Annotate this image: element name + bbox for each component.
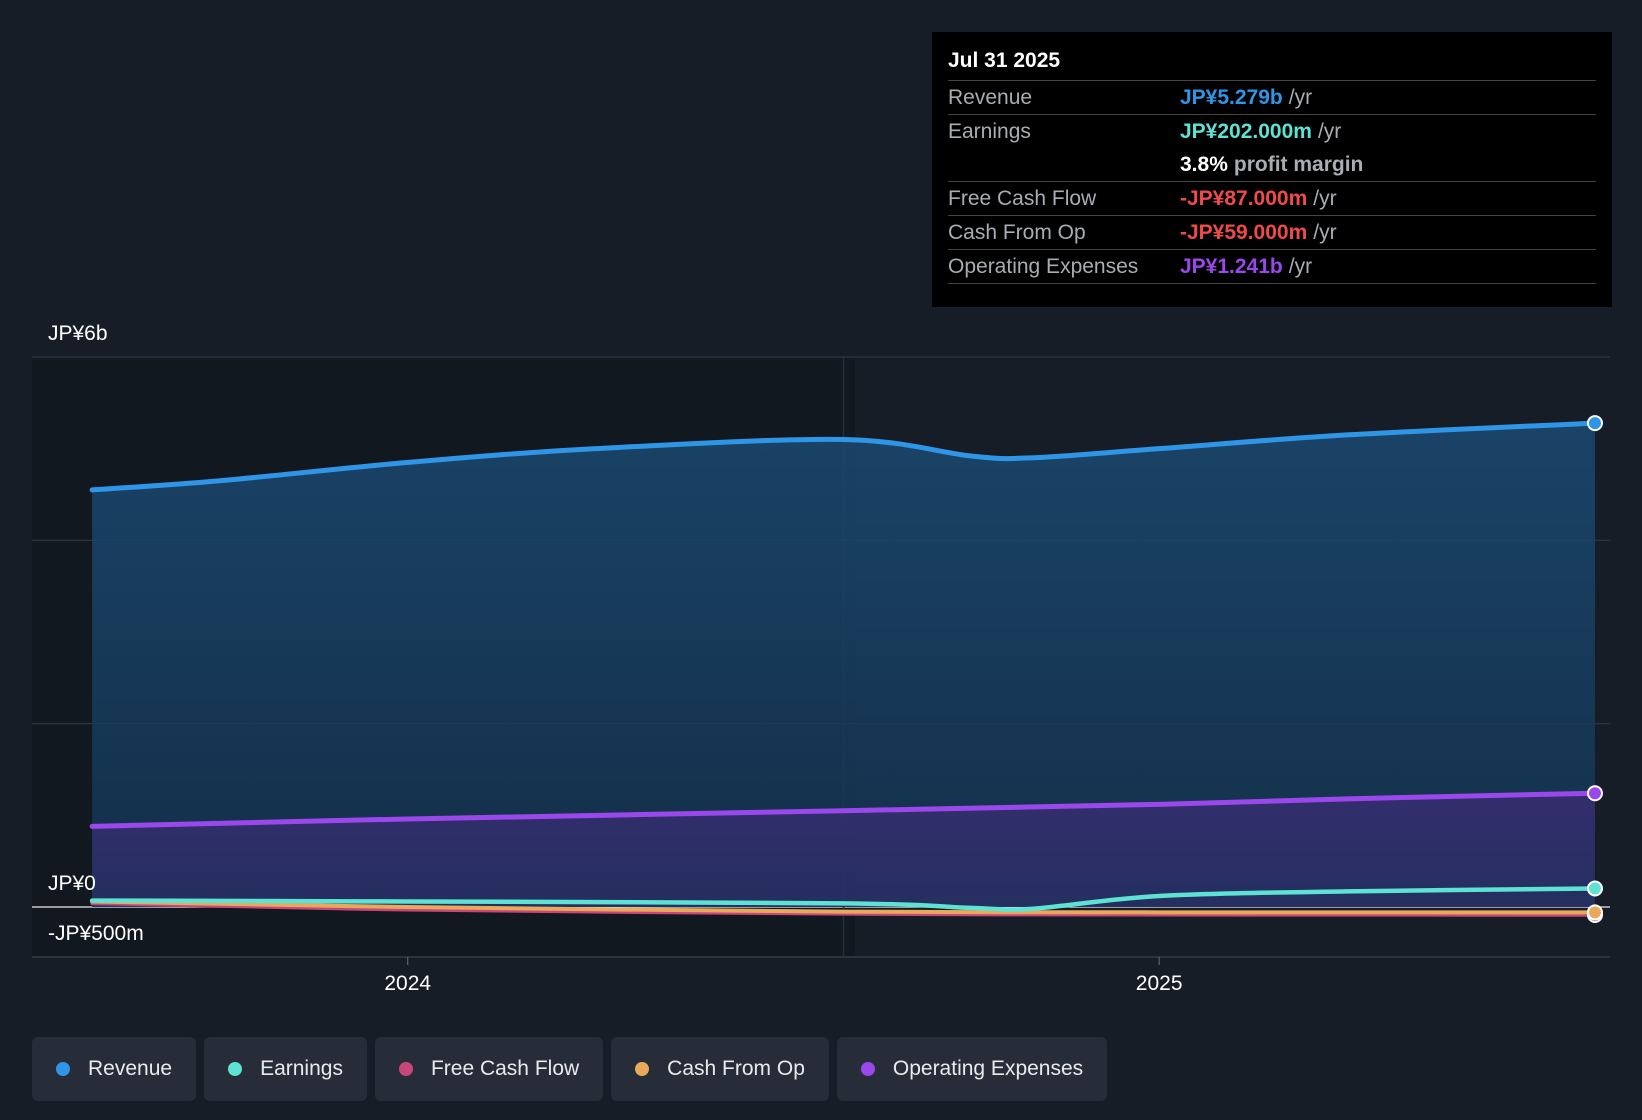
tooltip-value-revenue: JP¥5.279b (1180, 86, 1283, 109)
revenue-line (89, 420, 1598, 493)
tooltip-value-operating-expenses: JP¥1.241b (1180, 255, 1283, 278)
tooltip-label: Free Cash Flow (948, 187, 1097, 210)
revenue-dot-icon (56, 1062, 70, 1076)
legend-item-cash-from-op[interactable]: Cash From Op (611, 1037, 829, 1101)
cash-from-op-end-point (1586, 904, 1603, 921)
tooltip-label: Operating Expenses (948, 255, 1139, 278)
revenue-end-point (1586, 415, 1603, 432)
tooltip-value-earnings: JP¥202.000m (1180, 120, 1312, 143)
legend-item-free-cash-flow[interactable]: Free Cash Flow (374, 1037, 604, 1101)
tooltip-value-free-cash-flow: -JP¥87.000m (1180, 187, 1308, 210)
tooltip: Jul 31 2025 Revenue JP¥5.279b /yr Earnin… (932, 32, 1612, 307)
series-lines (89, 420, 1598, 917)
legend-item-earnings[interactable]: Earnings (204, 1037, 367, 1101)
legend-label: Free Cash Flow (430, 1057, 580, 1080)
tooltip-row-free-cash-flow: Free Cash Flow -JP¥87.000m /yr (948, 182, 1596, 216)
legend-item-operating-expenses[interactable]: Operating Expenses (836, 1037, 1108, 1101)
tooltip-row-revenue: Revenue JP¥5.279b /yr (948, 81, 1596, 115)
tooltip-row-operating-expenses: Operating Expenses JP¥1.241b /yr (948, 250, 1596, 284)
legend-label: Cash From Op (667, 1057, 805, 1080)
free-cash-flow-dot-icon (398, 1062, 413, 1076)
operating-expenses-end-point (1586, 785, 1603, 802)
tooltip-row-earnings: Earnings JP¥202.000m /yr (948, 115, 1596, 148)
tooltip-row-cash-from-op: Cash From Op -JP¥59.000m /yr (948, 216, 1596, 250)
operating-expenses-dot-icon (860, 1062, 875, 1076)
legend-label: Operating Expenses (892, 1057, 1084, 1080)
legend: Revenue Earnings Free Cash Flow Cash Fro… (32, 1037, 1108, 1101)
tooltip-date: Jul 31 2025 (948, 46, 1596, 81)
x-tick-label: 2025 (1136, 972, 1183, 995)
earnings-line (89, 886, 1598, 912)
tooltip-unit: /yr (1317, 120, 1342, 143)
series-areas (92, 423, 1595, 907)
series-end-markers (1586, 415, 1603, 923)
tooltip-label: Revenue (948, 86, 1033, 109)
tooltip-label: Cash From Op (948, 221, 1086, 244)
tooltip-unit: /yr (1313, 187, 1337, 210)
y-axis-label-top: JP¥6b (48, 322, 108, 345)
tooltip-label: Earnings (948, 120, 1031, 143)
operating-expenses-area (92, 793, 1595, 907)
tooltip-label (948, 148, 1180, 181)
legend-label: Revenue (88, 1057, 173, 1080)
x-axis: 2024 2025 (384, 957, 1183, 995)
tooltip-value-profit-margin: 3.8% (1180, 153, 1228, 176)
y-axis-label-zero: JP¥0 (48, 872, 96, 895)
legend-label: Earnings (260, 1057, 343, 1080)
tooltip-value-cash-from-op: -JP¥59.000m (1180, 221, 1308, 244)
x-tick-label: 2024 (384, 972, 431, 995)
tooltip-row-profit-margin: 3.8% profit margin (948, 148, 1596, 182)
tooltip-unit: /yr (1288, 86, 1313, 109)
free-cash-flow-line (90, 901, 1597, 917)
legend-item-revenue[interactable]: Revenue (32, 1037, 197, 1101)
cash-from-op-line (90, 899, 1597, 915)
tooltip-unit: /yr (1313, 221, 1337, 244)
revenue-area (92, 423, 1595, 907)
operating-expenses-line (89, 790, 1598, 829)
earnings-dot-icon (228, 1062, 243, 1076)
tooltip-unit: profit margin (1233, 153, 1364, 176)
earnings-end-point (1586, 880, 1603, 897)
tooltip-unit: /yr (1288, 255, 1313, 278)
y-axis-label-bottom: -JP¥500m (48, 922, 144, 945)
cash-from-op-dot-icon (635, 1062, 650, 1076)
